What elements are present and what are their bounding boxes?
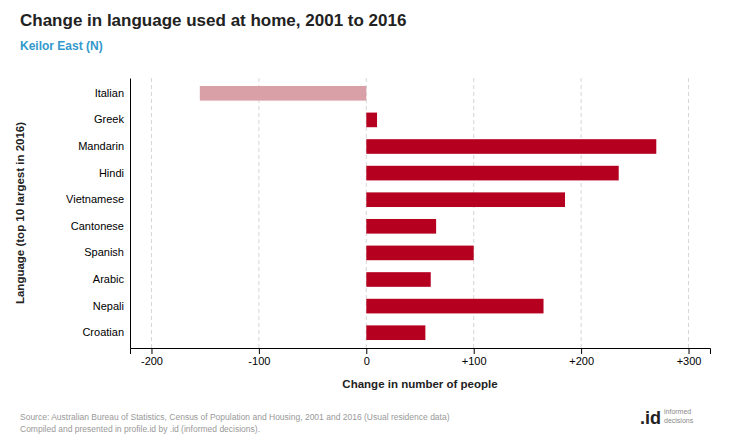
logo-text: decisions <box>664 417 694 424</box>
chart: Change in language used at home, 2001 to… <box>0 0 740 440</box>
y-tick-label: Italian <box>95 87 124 99</box>
bar <box>366 139 656 154</box>
source-text: Source: Australian Bureau of Statistics,… <box>20 412 450 422</box>
y-axis-title: Language (top 10 largest in 2016) <box>14 122 26 304</box>
y-axis: Croatian Nepali Arabic Spanish Cantonese Viet… <box>66 79 130 349</box>
x-tick: -200 <box>141 348 163 367</box>
grid-line <box>688 78 689 348</box>
x-axis-title: Change in number of people <box>342 378 497 390</box>
y-tick-label: Arabic <box>93 273 125 285</box>
x-axis-line <box>131 349 711 355</box>
y-tick-label: Vietnamese <box>66 193 124 205</box>
x-tick: +300 <box>677 348 702 367</box>
x-tick-label: +300 <box>677 355 702 367</box>
y-tick-label: Croatian <box>82 326 124 338</box>
bar <box>366 299 543 314</box>
title: Change in language used at home, 2001 to… <box>20 11 406 30</box>
y-tick: Nepali <box>93 300 124 312</box>
y-tick-label: Spanish <box>84 246 124 258</box>
x-tick-label: -100 <box>248 355 270 367</box>
logo: .id <box>640 408 661 428</box>
x-tick-mark <box>366 348 367 354</box>
y-tick: Greek <box>94 113 124 125</box>
bar <box>366 166 618 181</box>
bars <box>200 86 656 340</box>
logo-text: informed <box>664 408 691 415</box>
x-tick: +100 <box>462 348 487 367</box>
x-tick-mark <box>259 348 260 354</box>
x-tick-mark <box>581 348 582 354</box>
bar <box>366 325 425 340</box>
y-tick: Mandarin <box>78 140 124 152</box>
x-axis: -200 -100 0 +100 +200 +300 <box>131 348 711 367</box>
annotations: Source: Australian Bureau of Statistics,… <box>20 408 694 434</box>
x-tick-mark <box>689 348 690 354</box>
x-tick-label: +100 <box>462 355 487 367</box>
x-tick-label: 0 <box>364 355 370 367</box>
grid-line <box>258 78 259 348</box>
x-tick: -100 <box>248 348 270 367</box>
x-tick-mark <box>474 348 475 354</box>
grid-line <box>151 78 152 348</box>
x-tick: +200 <box>569 348 594 367</box>
x-tick-label: -200 <box>141 355 163 367</box>
y-axis-line <box>130 79 131 349</box>
y-tick-label: Cantonese <box>71 220 124 232</box>
y-tick: Cantonese <box>71 220 124 232</box>
x-tick: 0 <box>364 348 370 367</box>
y-tick: Vietnamese <box>66 193 124 205</box>
y-tick-label: Mandarin <box>78 140 124 152</box>
x-tick-label: +200 <box>569 355 594 367</box>
y-tick: Hindi <box>99 167 124 179</box>
grid-line <box>581 78 582 348</box>
x-tick-mark <box>151 348 152 354</box>
source-text: Compiled and presented in profile.id by … <box>20 424 260 434</box>
y-tick: Spanish <box>84 246 124 258</box>
bar <box>200 86 366 101</box>
bar <box>366 192 565 207</box>
bar <box>366 246 473 261</box>
bar <box>366 113 377 128</box>
y-tick: Croatian <box>82 326 124 338</box>
y-tick: Italian <box>95 87 124 99</box>
y-tick-label: Nepali <box>93 300 124 312</box>
grid <box>151 78 688 348</box>
plot: -200 -100 0 +100 +200 +300 Croatian Nepali Arabi… <box>66 78 710 367</box>
subtitle: Keilor East (N) <box>20 39 103 53</box>
bar <box>366 272 430 287</box>
y-tick-label: Hindi <box>99 167 124 179</box>
y-tick-label: Greek <box>94 113 124 125</box>
bar <box>366 219 436 234</box>
y-tick: Arabic <box>93 273 125 285</box>
